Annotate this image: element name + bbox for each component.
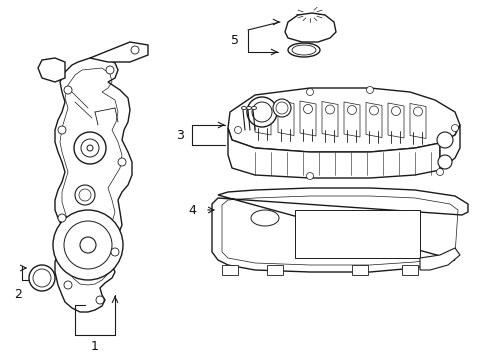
Circle shape (438, 155, 452, 169)
Circle shape (369, 106, 378, 115)
Polygon shape (440, 125, 460, 170)
Polygon shape (90, 42, 148, 62)
Circle shape (451, 125, 459, 131)
Circle shape (303, 104, 313, 113)
Circle shape (53, 210, 123, 280)
Circle shape (29, 265, 55, 291)
Circle shape (64, 281, 72, 289)
Circle shape (96, 296, 104, 304)
Circle shape (64, 86, 72, 94)
Circle shape (235, 126, 242, 134)
Polygon shape (388, 103, 404, 138)
Circle shape (80, 237, 96, 253)
Polygon shape (212, 188, 468, 272)
Text: 5: 5 (231, 33, 239, 46)
Text: 1: 1 (91, 341, 99, 354)
Circle shape (87, 145, 93, 151)
Polygon shape (267, 265, 283, 275)
Ellipse shape (246, 107, 251, 109)
Polygon shape (278, 100, 294, 135)
Polygon shape (344, 102, 360, 137)
Circle shape (281, 104, 291, 113)
Circle shape (437, 168, 443, 176)
Polygon shape (352, 265, 368, 275)
Circle shape (118, 158, 126, 166)
Circle shape (325, 105, 335, 114)
Polygon shape (228, 88, 460, 152)
Circle shape (111, 248, 119, 256)
Polygon shape (300, 101, 316, 136)
Polygon shape (285, 13, 336, 42)
Polygon shape (410, 104, 426, 139)
Circle shape (347, 105, 357, 114)
Text: 3: 3 (176, 129, 184, 141)
Circle shape (58, 214, 66, 222)
Ellipse shape (251, 210, 279, 226)
Polygon shape (228, 128, 440, 178)
Circle shape (247, 97, 277, 127)
Circle shape (392, 107, 400, 116)
Polygon shape (366, 103, 382, 138)
Circle shape (131, 46, 139, 54)
Polygon shape (402, 265, 418, 275)
Ellipse shape (242, 107, 246, 109)
Circle shape (307, 89, 314, 95)
Circle shape (414, 107, 422, 116)
Text: 2: 2 (14, 288, 22, 302)
Circle shape (74, 132, 106, 164)
Text: 4: 4 (188, 203, 196, 216)
Polygon shape (295, 210, 420, 258)
Circle shape (307, 172, 314, 180)
Polygon shape (222, 265, 238, 275)
Ellipse shape (251, 107, 256, 109)
Polygon shape (322, 102, 338, 136)
Polygon shape (55, 58, 132, 312)
Circle shape (58, 126, 66, 134)
Circle shape (106, 66, 114, 74)
Circle shape (273, 99, 291, 117)
Polygon shape (255, 100, 271, 135)
Circle shape (437, 132, 453, 148)
Polygon shape (420, 248, 460, 270)
Circle shape (259, 104, 268, 113)
Polygon shape (38, 58, 65, 82)
Circle shape (75, 185, 95, 205)
Ellipse shape (288, 43, 320, 57)
Circle shape (367, 86, 373, 94)
